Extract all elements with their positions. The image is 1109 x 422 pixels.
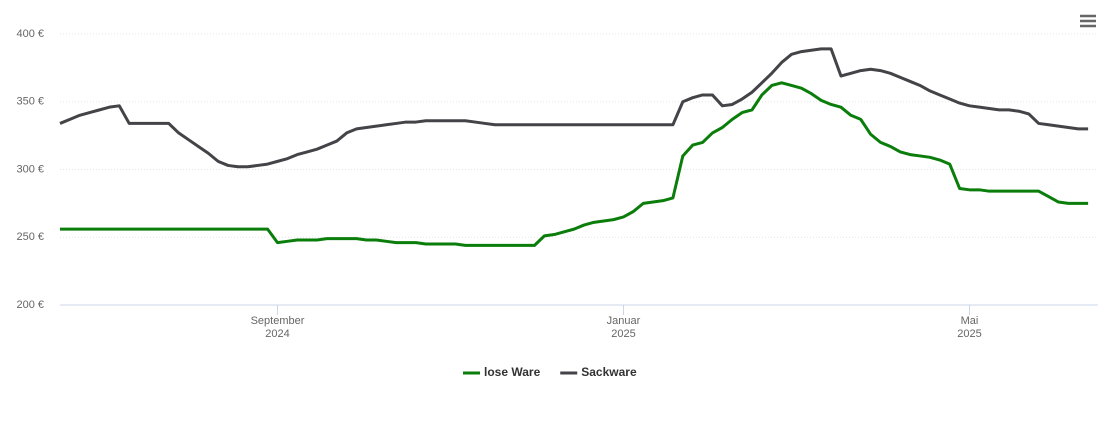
series-line: [60, 81, 1089, 247]
y-tick-label: 250 €: [16, 231, 44, 243]
y-tick-label: 350 €: [16, 96, 44, 108]
legend-item[interactable]: Sackware: [560, 365, 637, 379]
series-line: [59, 47, 1089, 169]
legend-label: lose Ware: [484, 365, 541, 379]
x-tick-label: Januar 2025: [606, 315, 641, 340]
legend-label: Sackware: [581, 365, 637, 379]
x-tick-label: Mai 2025: [957, 315, 982, 340]
y-tick-label: 400 €: [16, 28, 44, 40]
menu-button[interactable]: [1078, 12, 1098, 30]
y-tick-label: 300 €: [16, 163, 44, 175]
y-tick-label: 200 €: [16, 299, 44, 311]
legend-item[interactable]: lose Ware: [463, 365, 541, 379]
x-tick-label: September 2024: [250, 315, 305, 340]
